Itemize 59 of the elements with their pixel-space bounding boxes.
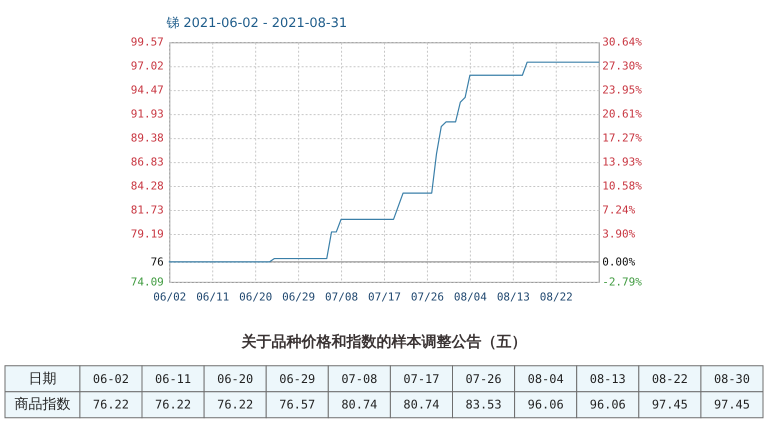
category-label: 07-26 [466, 372, 502, 386]
x-tick-label: 06/29 [282, 290, 316, 304]
y2-tick-label: 7.24% [602, 203, 636, 216]
text: 商品指数 [14, 396, 70, 413]
x-tick-label: 07/26 [410, 290, 444, 304]
x-tick-label: 06/11 [196, 290, 230, 304]
y2-tick-label: 30.64% [602, 36, 642, 49]
y-tick-label: 76 [150, 255, 164, 268]
data-label: 76.22 [217, 398, 254, 412]
y-tick-label: 84.28 [130, 180, 164, 193]
y2-tick-label: 10.58% [602, 180, 642, 193]
y2-tick-label: -2.79% [602, 275, 642, 288]
data-label: 96.06 [528, 398, 564, 412]
data-label: 76.22 [92, 398, 129, 412]
data-label: 97.45 [652, 398, 688, 412]
data-label: 96.06 [590, 398, 626, 412]
y2-tick-label: 23.95% [602, 84, 642, 97]
x-tick-label: 08/22 [540, 290, 573, 304]
y-tick-label: 86.83 [130, 156, 164, 169]
data-label: 83.53 [466, 398, 502, 412]
x-tick-label: 06/02 [153, 290, 186, 304]
x-tick-label: 08/13 [496, 290, 530, 304]
category-label: 08-30 [714, 372, 750, 386]
y-tick-label: 94.47 [130, 84, 164, 97]
x-tick-label: 07/17 [368, 290, 402, 304]
y-tick-label: 89.38 [130, 132, 164, 145]
category-label: 08-13 [590, 372, 626, 386]
y2-tick-label: 3.90% [602, 227, 636, 240]
y-tick-label: 91.93 [130, 108, 164, 121]
y2-tick-label: 0.00% [602, 255, 636, 268]
x-tick-label: 06/20 [239, 290, 272, 304]
category-label: 06-11 [155, 372, 192, 386]
data-label: 80.74 [403, 398, 440, 412]
text: 关于品种价格和指数的样本调整公告（五） [240, 332, 526, 350]
category-label: 07-17 [403, 372, 440, 386]
data-label: 76.57 [279, 398, 316, 412]
category-label: 07-08 [341, 372, 378, 386]
y-tick-label: 81.73 [130, 204, 164, 217]
category-label: 08-04 [528, 372, 564, 386]
data-label: 80.74 [341, 398, 378, 412]
y2-tick-label: 13.93% [602, 156, 642, 169]
text: 日期 [28, 370, 56, 387]
data-label: 97.45 [714, 398, 750, 412]
y2-tick-label: 27.30% [602, 60, 642, 73]
y-tick-label: 79.19 [130, 227, 164, 240]
category-label: 06-02 [92, 372, 129, 386]
category-label: 06-20 [217, 372, 254, 386]
y-tick-label: 97.02 [130, 60, 164, 73]
x-tick-label: 08/04 [454, 290, 488, 304]
x-tick-label: 07/08 [325, 290, 358, 304]
y-tick-label: 99.57 [130, 36, 164, 49]
category-label: 06-29 [279, 372, 316, 386]
y2-tick-label: 20.61% [602, 108, 642, 121]
category-label: 08-22 [652, 372, 688, 386]
y-tick-label: 74.09 [130, 275, 164, 288]
data-label: 76.22 [155, 398, 192, 412]
chart-title: 锑 2021-06-02 - 2021-08-31 [165, 16, 348, 32]
y2-tick-label: 17.27% [602, 132, 642, 145]
line-series [168, 62, 600, 262]
